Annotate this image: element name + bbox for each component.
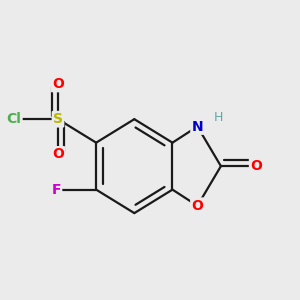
Text: F: F [51,183,61,196]
Text: S: S [53,112,63,126]
Text: Cl: Cl [6,112,21,126]
Text: H: H [214,111,223,124]
Text: N: N [192,119,203,134]
Text: O: O [52,147,64,161]
Text: O: O [191,199,203,213]
Text: O: O [250,159,262,173]
Text: O: O [52,77,64,91]
